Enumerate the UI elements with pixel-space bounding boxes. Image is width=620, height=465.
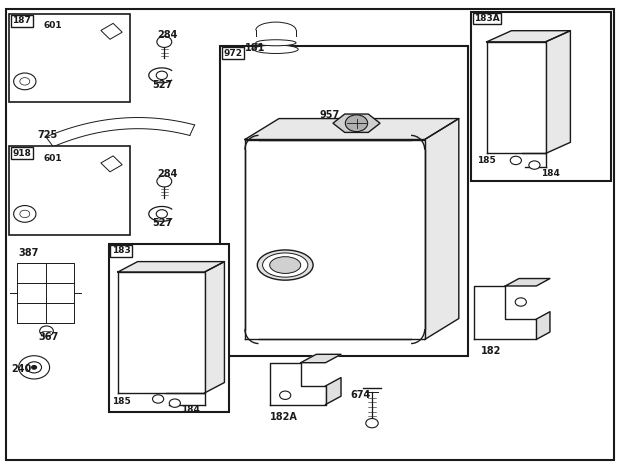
Circle shape: [153, 395, 164, 403]
Text: 725: 725: [37, 130, 58, 140]
Circle shape: [40, 326, 53, 336]
Ellipse shape: [254, 45, 298, 53]
Text: 183: 183: [112, 246, 130, 255]
Text: 918: 918: [12, 149, 31, 158]
Text: 527: 527: [152, 80, 172, 90]
Polygon shape: [245, 119, 459, 140]
Circle shape: [156, 210, 167, 218]
Polygon shape: [536, 312, 550, 339]
Circle shape: [27, 362, 42, 373]
Text: 183A: 183A: [474, 14, 500, 23]
Text: 187: 187: [12, 16, 31, 25]
Text: 284: 284: [157, 169, 177, 179]
Polygon shape: [101, 156, 122, 172]
Circle shape: [156, 71, 167, 80]
Text: 284: 284: [157, 30, 177, 40]
Circle shape: [14, 73, 36, 90]
Polygon shape: [474, 286, 536, 339]
Circle shape: [366, 418, 378, 428]
Polygon shape: [546, 31, 570, 153]
Ellipse shape: [263, 253, 308, 277]
Text: 957: 957: [319, 110, 340, 120]
Circle shape: [157, 176, 172, 187]
Text: 527: 527: [152, 218, 172, 228]
Text: 601: 601: [43, 153, 62, 163]
Polygon shape: [326, 378, 341, 405]
Polygon shape: [205, 262, 224, 393]
Bar: [220, 46, 468, 356]
Text: 182: 182: [480, 346, 501, 357]
Text: 181: 181: [245, 43, 265, 53]
Polygon shape: [425, 119, 459, 339]
Bar: [9, 146, 130, 235]
Polygon shape: [101, 23, 122, 40]
Polygon shape: [301, 354, 341, 363]
Text: 185: 185: [477, 156, 496, 165]
Text: eReplacementParts.com: eReplacementParts.com: [246, 246, 374, 256]
Polygon shape: [505, 279, 550, 286]
Ellipse shape: [270, 257, 301, 273]
Text: 972: 972: [223, 49, 242, 58]
Ellipse shape: [253, 51, 299, 61]
Text: 182A: 182A: [270, 412, 298, 422]
Circle shape: [20, 78, 30, 85]
Circle shape: [157, 36, 172, 47]
Circle shape: [510, 156, 521, 165]
Polygon shape: [333, 114, 380, 133]
Circle shape: [14, 206, 36, 222]
Text: 240: 240: [11, 364, 32, 374]
Circle shape: [280, 391, 291, 399]
Polygon shape: [118, 262, 224, 272]
Text: 601: 601: [43, 21, 62, 30]
Polygon shape: [270, 363, 326, 405]
Bar: [9, 14, 130, 102]
Circle shape: [32, 365, 37, 369]
Bar: [471, 12, 611, 181]
Circle shape: [345, 115, 368, 132]
Bar: [108, 244, 229, 412]
Circle shape: [529, 161, 540, 169]
Circle shape: [19, 356, 50, 379]
Circle shape: [515, 298, 526, 306]
Text: 184: 184: [181, 405, 200, 414]
Circle shape: [20, 210, 30, 218]
Text: 185: 185: [112, 397, 130, 406]
Text: 184: 184: [541, 169, 559, 178]
Polygon shape: [487, 31, 570, 42]
Circle shape: [169, 399, 180, 407]
Text: 674: 674: [350, 390, 371, 400]
Text: 387: 387: [19, 248, 39, 258]
Text: 367: 367: [38, 332, 59, 342]
Ellipse shape: [257, 250, 313, 280]
Ellipse shape: [255, 40, 296, 46]
